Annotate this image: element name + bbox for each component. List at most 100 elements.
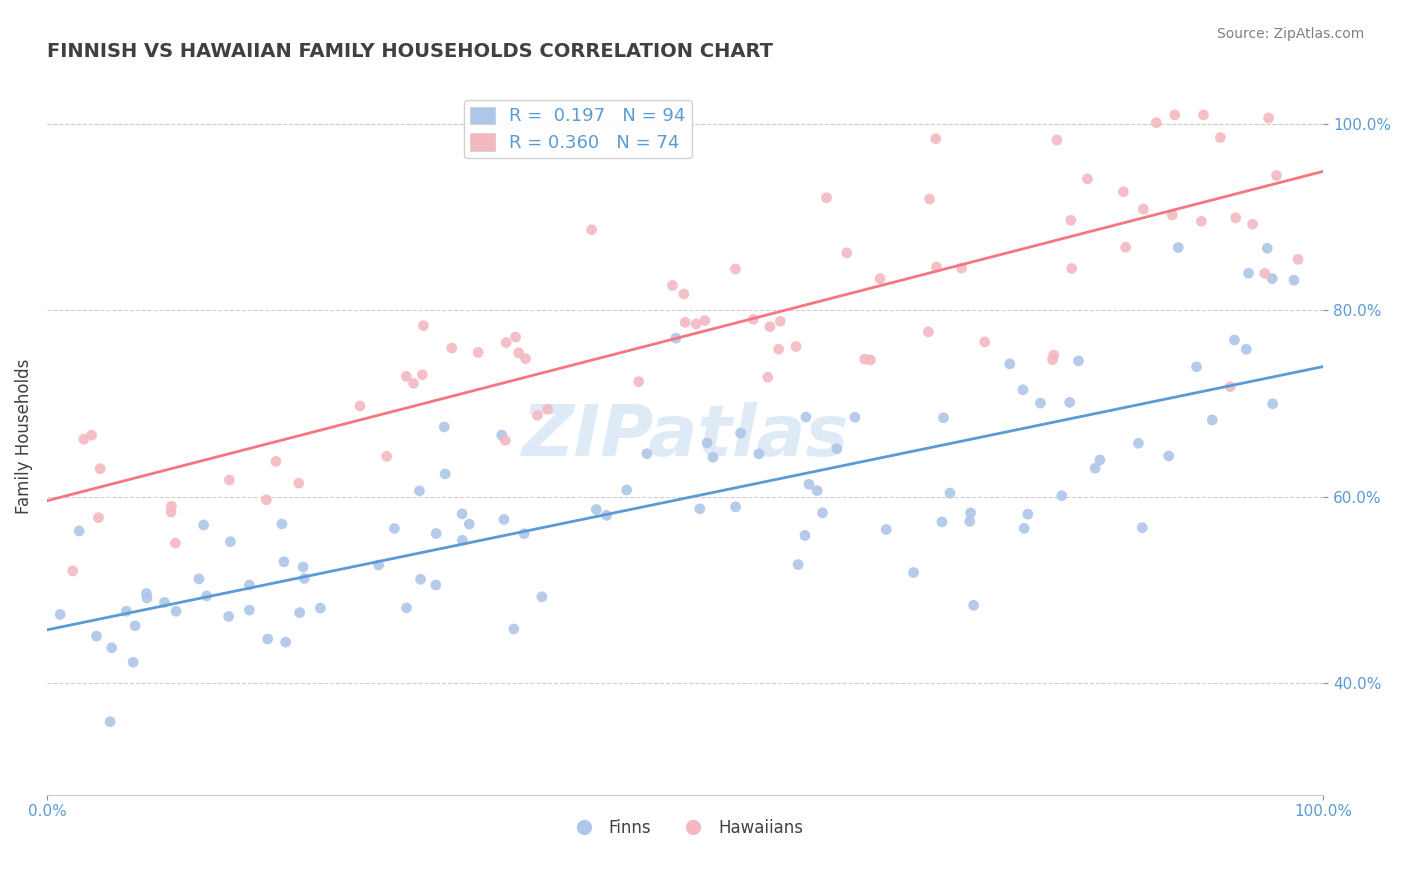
Point [724,262,747,277]
Point [665,331,688,345]
Point [1128,436,1150,450]
Point [844,410,866,425]
Point [502,622,524,636]
Point [73,432,96,446]
Point [769,314,792,328]
Point [440,341,463,355]
Point [797,477,820,491]
Point [1257,111,1279,125]
Point [1132,202,1154,216]
Point [153,595,176,609]
Point [1282,273,1305,287]
Point [433,420,456,434]
Point [693,313,716,327]
Point [959,515,981,529]
Point [787,558,810,572]
Point [1017,507,1039,521]
Point [1261,271,1284,285]
Point [238,603,260,617]
Point [384,521,406,535]
Point [1225,211,1247,225]
Point [1191,214,1213,228]
Point [193,518,215,533]
Point [434,467,457,481]
Point [959,506,981,520]
Point [287,476,309,491]
Point [395,600,418,615]
Point [62,564,84,578]
Point [238,578,260,592]
Point [219,534,242,549]
Point [869,271,891,285]
Point [768,342,790,356]
Point [395,369,418,384]
Point [627,375,650,389]
Point [859,353,882,368]
Point [1012,521,1035,535]
Point [1237,266,1260,280]
Point [1254,267,1277,281]
Point [1144,116,1167,130]
Point [87,510,110,524]
Point [136,591,159,605]
Point [794,528,817,542]
Point [685,317,707,331]
Point [526,409,548,423]
Point [264,454,287,468]
Point [811,506,834,520]
Point [288,606,311,620]
Point [508,346,530,360]
Point [292,571,315,585]
Point [730,426,752,441]
Point [1234,343,1257,357]
Point [1157,449,1180,463]
Point [1241,217,1264,231]
Point [451,533,474,548]
Point [1088,453,1111,467]
Point [270,516,292,531]
Point [505,330,527,344]
Point [160,505,183,519]
Point [367,558,389,572]
Point [165,604,187,618]
Point [689,501,711,516]
Point [89,461,111,475]
Point [292,560,315,574]
Point [494,434,516,448]
Point [794,410,817,425]
Point [806,483,828,498]
Point [1185,359,1208,374]
Point [756,370,779,384]
Point [724,500,747,514]
Point [1209,130,1232,145]
Point [1219,380,1241,394]
Point [1192,108,1215,122]
Point [950,260,973,275]
Point [115,604,138,618]
Point [875,523,897,537]
Point [86,629,108,643]
Point [585,502,607,516]
Point [425,526,447,541]
Point [122,655,145,669]
Point [853,352,876,367]
Point [1060,213,1083,227]
Point [825,442,848,456]
Point [402,376,425,391]
Point [160,500,183,514]
Point [1060,261,1083,276]
Point [495,335,517,350]
Point [309,601,332,615]
Point [917,325,939,339]
Point [458,517,481,532]
Point [931,515,953,529]
Point [1029,396,1052,410]
Point [492,512,515,526]
Point [218,609,240,624]
Point [80,428,103,442]
Point [1167,241,1189,255]
Point [661,278,683,293]
Point [124,619,146,633]
Point [925,132,948,146]
Point [918,192,941,206]
